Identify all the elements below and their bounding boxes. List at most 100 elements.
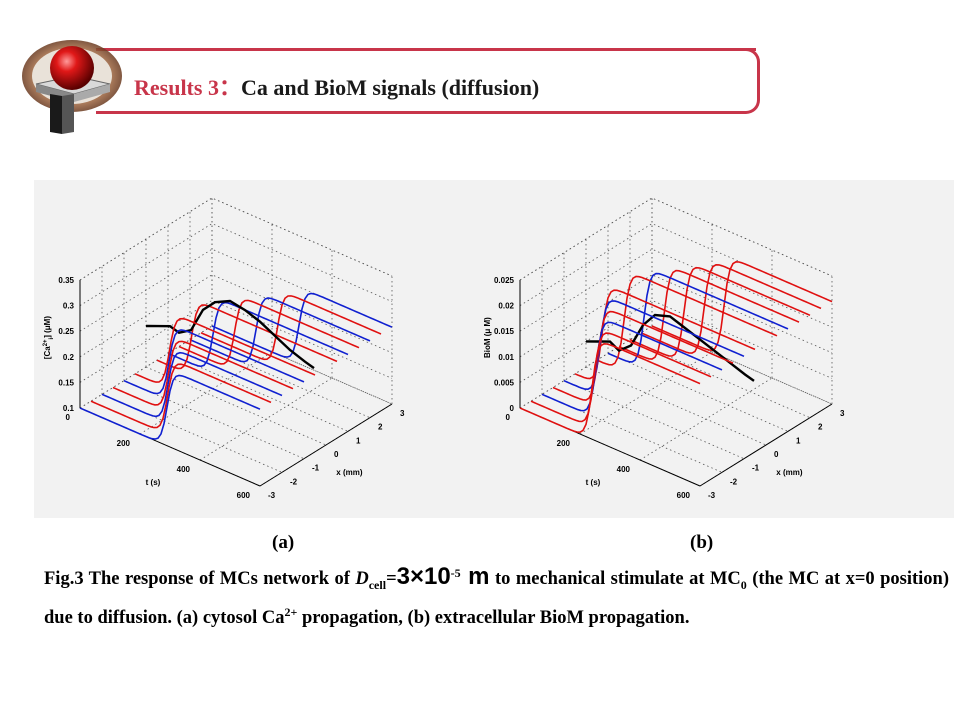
grid-floor-t-0 (519, 325, 653, 409)
t-tick-label-3: 600 (237, 491, 251, 500)
caption-ca-sup: 2+ (284, 604, 298, 619)
chart-a: 0 200 400 600 -3 -2 -1 0 1 2 3 0.1 0.15 0.2 0.25 0.3 0.3… (43, 197, 405, 500)
trace-x-2 (629, 266, 811, 357)
x-tick-label-1: -2 (730, 477, 738, 486)
chart-b: 0 200 400 600 -3 -2 -1 0 1 2 3 0 0.005 0.01 0.015 0.02 0… (483, 197, 845, 500)
trace-x-m1 (563, 300, 745, 391)
grid-line-z-0 (79, 325, 393, 409)
trace-x-3 (211, 292, 393, 358)
trace-x-m1 (123, 329, 305, 395)
trace-x-m3 (79, 374, 261, 440)
t-tick-label-2: 400 (177, 465, 191, 474)
t-axis-label: t (s) (146, 478, 161, 487)
x-tick-label-5: 2 (818, 423, 823, 432)
trace-x-2p5 (200, 295, 382, 361)
x-tick-label-2: -1 (752, 464, 760, 473)
red-sphere-on-pedestal-icon (22, 40, 122, 134)
trace-x-0 (145, 299, 315, 370)
trace-x-0p5 (596, 275, 778, 366)
caption-part3: propagation, (b) extracellular BioM prop… (297, 608, 690, 628)
trace-x-m0p5 (134, 317, 316, 383)
x-axis-line (699, 403, 833, 487)
x-axis-line (259, 403, 393, 487)
caption-mc-sub: 0 (740, 577, 747, 592)
grid-floor-x-2 (563, 380, 745, 460)
trace-x-1 (167, 301, 349, 368)
x-tick-label-0: -3 (268, 491, 276, 500)
x-axis-label: x (mm) (776, 468, 803, 477)
x-tick-label-1: -2 (290, 477, 298, 486)
x-tick-label-4: 1 (796, 436, 801, 445)
t-axis-label: t (s) (586, 478, 601, 487)
trace-x-1p5 (178, 299, 360, 365)
traces (79, 292, 393, 440)
x-tick-label-6: 3 (400, 409, 405, 418)
axes (519, 280, 833, 487)
z-tick-label-2: 0.2 (63, 353, 75, 362)
traces (519, 260, 833, 434)
grid-floor-x-4 (607, 352, 789, 432)
z-axis-label: [Ca2+i] (μM) (43, 316, 55, 360)
grid-line-z-2 (79, 274, 393, 358)
z-tick-label-4: 0.02 (498, 302, 514, 311)
caption-d-symbol: D (355, 569, 369, 590)
trace-x-m2 (101, 351, 283, 418)
grid-top-frame (79, 197, 393, 281)
grid-line-z-1 (519, 299, 833, 383)
title-separator: ： (218, 75, 241, 100)
trace-x-1p5 (618, 269, 800, 360)
x-tick-label-5: 2 (378, 423, 383, 432)
z-tick-label-5: 0.35 (58, 276, 74, 285)
x-tick-label-4: 1 (356, 436, 361, 445)
x-tick-label-3: 0 (774, 450, 779, 459)
grid-floor-x-3 (145, 366, 327, 446)
t-tick-label-1: 200 (557, 439, 571, 448)
grid-floor-t-2 (639, 377, 773, 461)
t-tick-label-1: 200 (117, 439, 131, 448)
t-tick-label-0: 0 (66, 413, 71, 422)
trace-x-m2 (541, 321, 723, 412)
x-axis-label: x (mm) (336, 468, 363, 477)
subcaption-a: (a) (272, 532, 295, 553)
caption-mid: to mechanical stimulate at MC (489, 569, 741, 590)
z-tick-label-0: 0 (510, 404, 515, 413)
z-tick-label-3: 0.25 (58, 327, 74, 336)
caption-fig-label: Fig.3 The response of MCs network of (44, 569, 356, 590)
figure-panel (34, 180, 954, 518)
trace-x-m1p5 (552, 310, 734, 401)
z-tick-label-5: 0.025 (494, 276, 515, 285)
x-tick-label-6: 3 (840, 409, 845, 418)
z-tick-label-1: 0.005 (494, 378, 515, 387)
z-tick-label-4: 0.3 (63, 302, 75, 311)
trace-x-2p5 (640, 263, 822, 354)
z-axis-label: BioM (μ M) (483, 317, 492, 358)
z-tick-label-0: 0.1 (63, 404, 75, 413)
caption-coef: 3×10 (396, 563, 451, 591)
t-tick-label-2: 400 (617, 465, 631, 474)
x-tick-label-2: -1 (312, 464, 320, 473)
grid-floor-x-3 (585, 366, 767, 446)
caption-d-sub: cell (368, 577, 387, 592)
z-tick-label-2: 0.01 (498, 353, 514, 362)
x-tick-label-0: -3 (708, 491, 716, 500)
z-tick-label-3: 0.015 (494, 327, 515, 336)
grid-line-z-5 (79, 197, 393, 281)
trace-x-3 (651, 260, 833, 352)
grid-floor-t-2 (199, 377, 333, 461)
trace-x-0p5 (156, 304, 338, 370)
trace-x-m2p5 (530, 332, 712, 423)
grid-line-z-3 (519, 248, 833, 332)
trace-x-1 (607, 272, 789, 363)
subcaption-b: (b) (690, 532, 714, 553)
header-bar (96, 48, 760, 114)
figure-caption: Fig.3 The response of MCs network of Dce… (44, 560, 949, 632)
trace-x-m2p5 (90, 363, 272, 429)
axes (79, 280, 393, 487)
t-tick-label-0: 0 (506, 413, 511, 422)
grid-floor-t-1 (579, 351, 713, 435)
caption-part2: (the MC at x=0 position) due to diffusio… (44, 569, 949, 628)
trace-x-m1p5 (112, 340, 294, 406)
caption-equals: = (386, 569, 397, 590)
title-text: Ca and BioM signals (diffusion) (240, 75, 540, 100)
t-tick-label-3: 600 (677, 491, 691, 500)
